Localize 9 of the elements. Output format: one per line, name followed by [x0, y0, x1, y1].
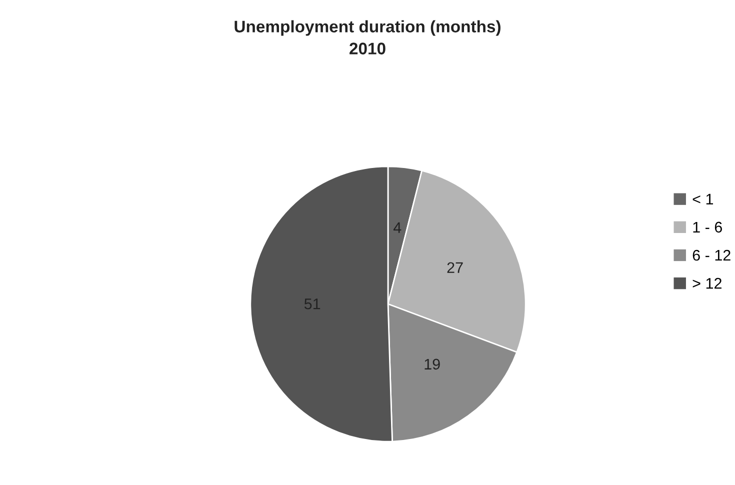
legend-label: < 1 [692, 194, 713, 204]
legend-label: 6 - 12 [692, 250, 730, 261]
legend-label: 1 - 6 [693, 222, 722, 233]
data-label: 27 [447, 262, 463, 273]
data-label: 4 [393, 222, 402, 233]
chart-subtitle: 2010 [350, 42, 386, 54]
chart-title: Unemployment duration (months) [234, 20, 500, 36]
legend-label: > 12 [692, 278, 722, 289]
data-label: 19 [424, 358, 440, 370]
